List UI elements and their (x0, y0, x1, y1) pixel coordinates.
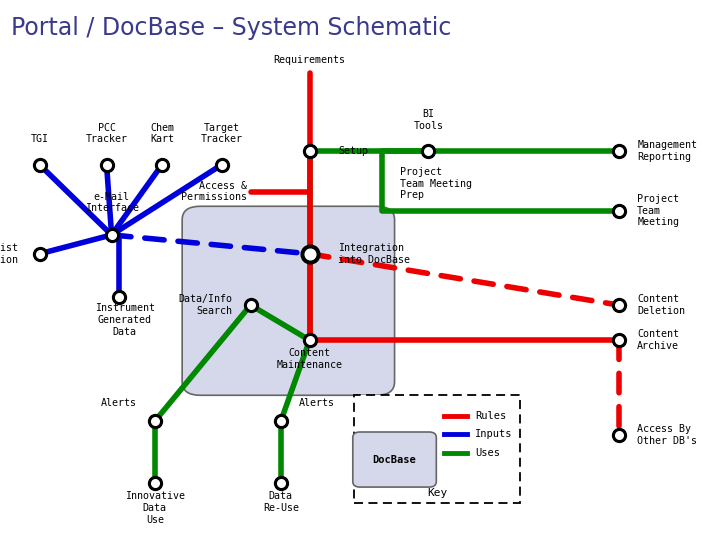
Text: Innovative
Data
Use: Innovative Data Use (125, 491, 185, 524)
Text: e-Mail
Interface: e-Mail Interface (85, 192, 138, 213)
Text: Alerts: Alerts (299, 397, 335, 408)
Text: Content
Archive: Content Archive (637, 329, 679, 351)
FancyBboxPatch shape (182, 206, 395, 395)
Text: Scientist
Decision: Scientist Decision (0, 243, 18, 265)
Text: Setup: Setup (338, 146, 369, 156)
Text: PCC
Tracker: PCC Tracker (86, 123, 127, 144)
FancyBboxPatch shape (354, 395, 520, 503)
Text: Project
Team
Meeting: Project Team Meeting (637, 194, 679, 227)
Text: Access By
Other DB's: Access By Other DB's (637, 424, 697, 446)
Text: Management
Reporting: Management Reporting (637, 140, 697, 162)
Text: Key: Key (427, 488, 447, 498)
Text: Alerts: Alerts (101, 397, 137, 408)
Text: Access &
Permissions: Access & Permissions (181, 181, 247, 202)
Text: Integration
into DocBase: Integration into DocBase (338, 243, 410, 265)
Text: Chem
Kart: Chem Kart (150, 123, 174, 144)
FancyBboxPatch shape (353, 432, 436, 487)
Text: Requirements: Requirements (274, 55, 346, 65)
Text: BI
Tools: BI Tools (413, 109, 444, 131)
Text: Content
Deletion: Content Deletion (637, 294, 685, 316)
Text: DocBase: DocBase (373, 455, 416, 464)
Text: Target
Tracker: Target Tracker (201, 123, 243, 144)
Text: Inputs: Inputs (475, 429, 513, 439)
Text: Data
Re-Use: Data Re-Use (263, 491, 299, 513)
Text: Portal / DocBase – System Schematic: Portal / DocBase – System Schematic (11, 16, 451, 40)
Text: Project
Team Meeting
Prep: Project Team Meeting Prep (400, 167, 472, 200)
Text: Data/Info
Search: Data/Info Search (179, 294, 233, 316)
Text: Rules: Rules (475, 411, 506, 421)
Text: TGI: TGI (30, 134, 49, 144)
Text: Content
Maintenance: Content Maintenance (276, 348, 343, 370)
Text: Instrument
Generated
Data: Instrument Generated Data (94, 303, 155, 336)
Text: Uses: Uses (475, 448, 500, 457)
